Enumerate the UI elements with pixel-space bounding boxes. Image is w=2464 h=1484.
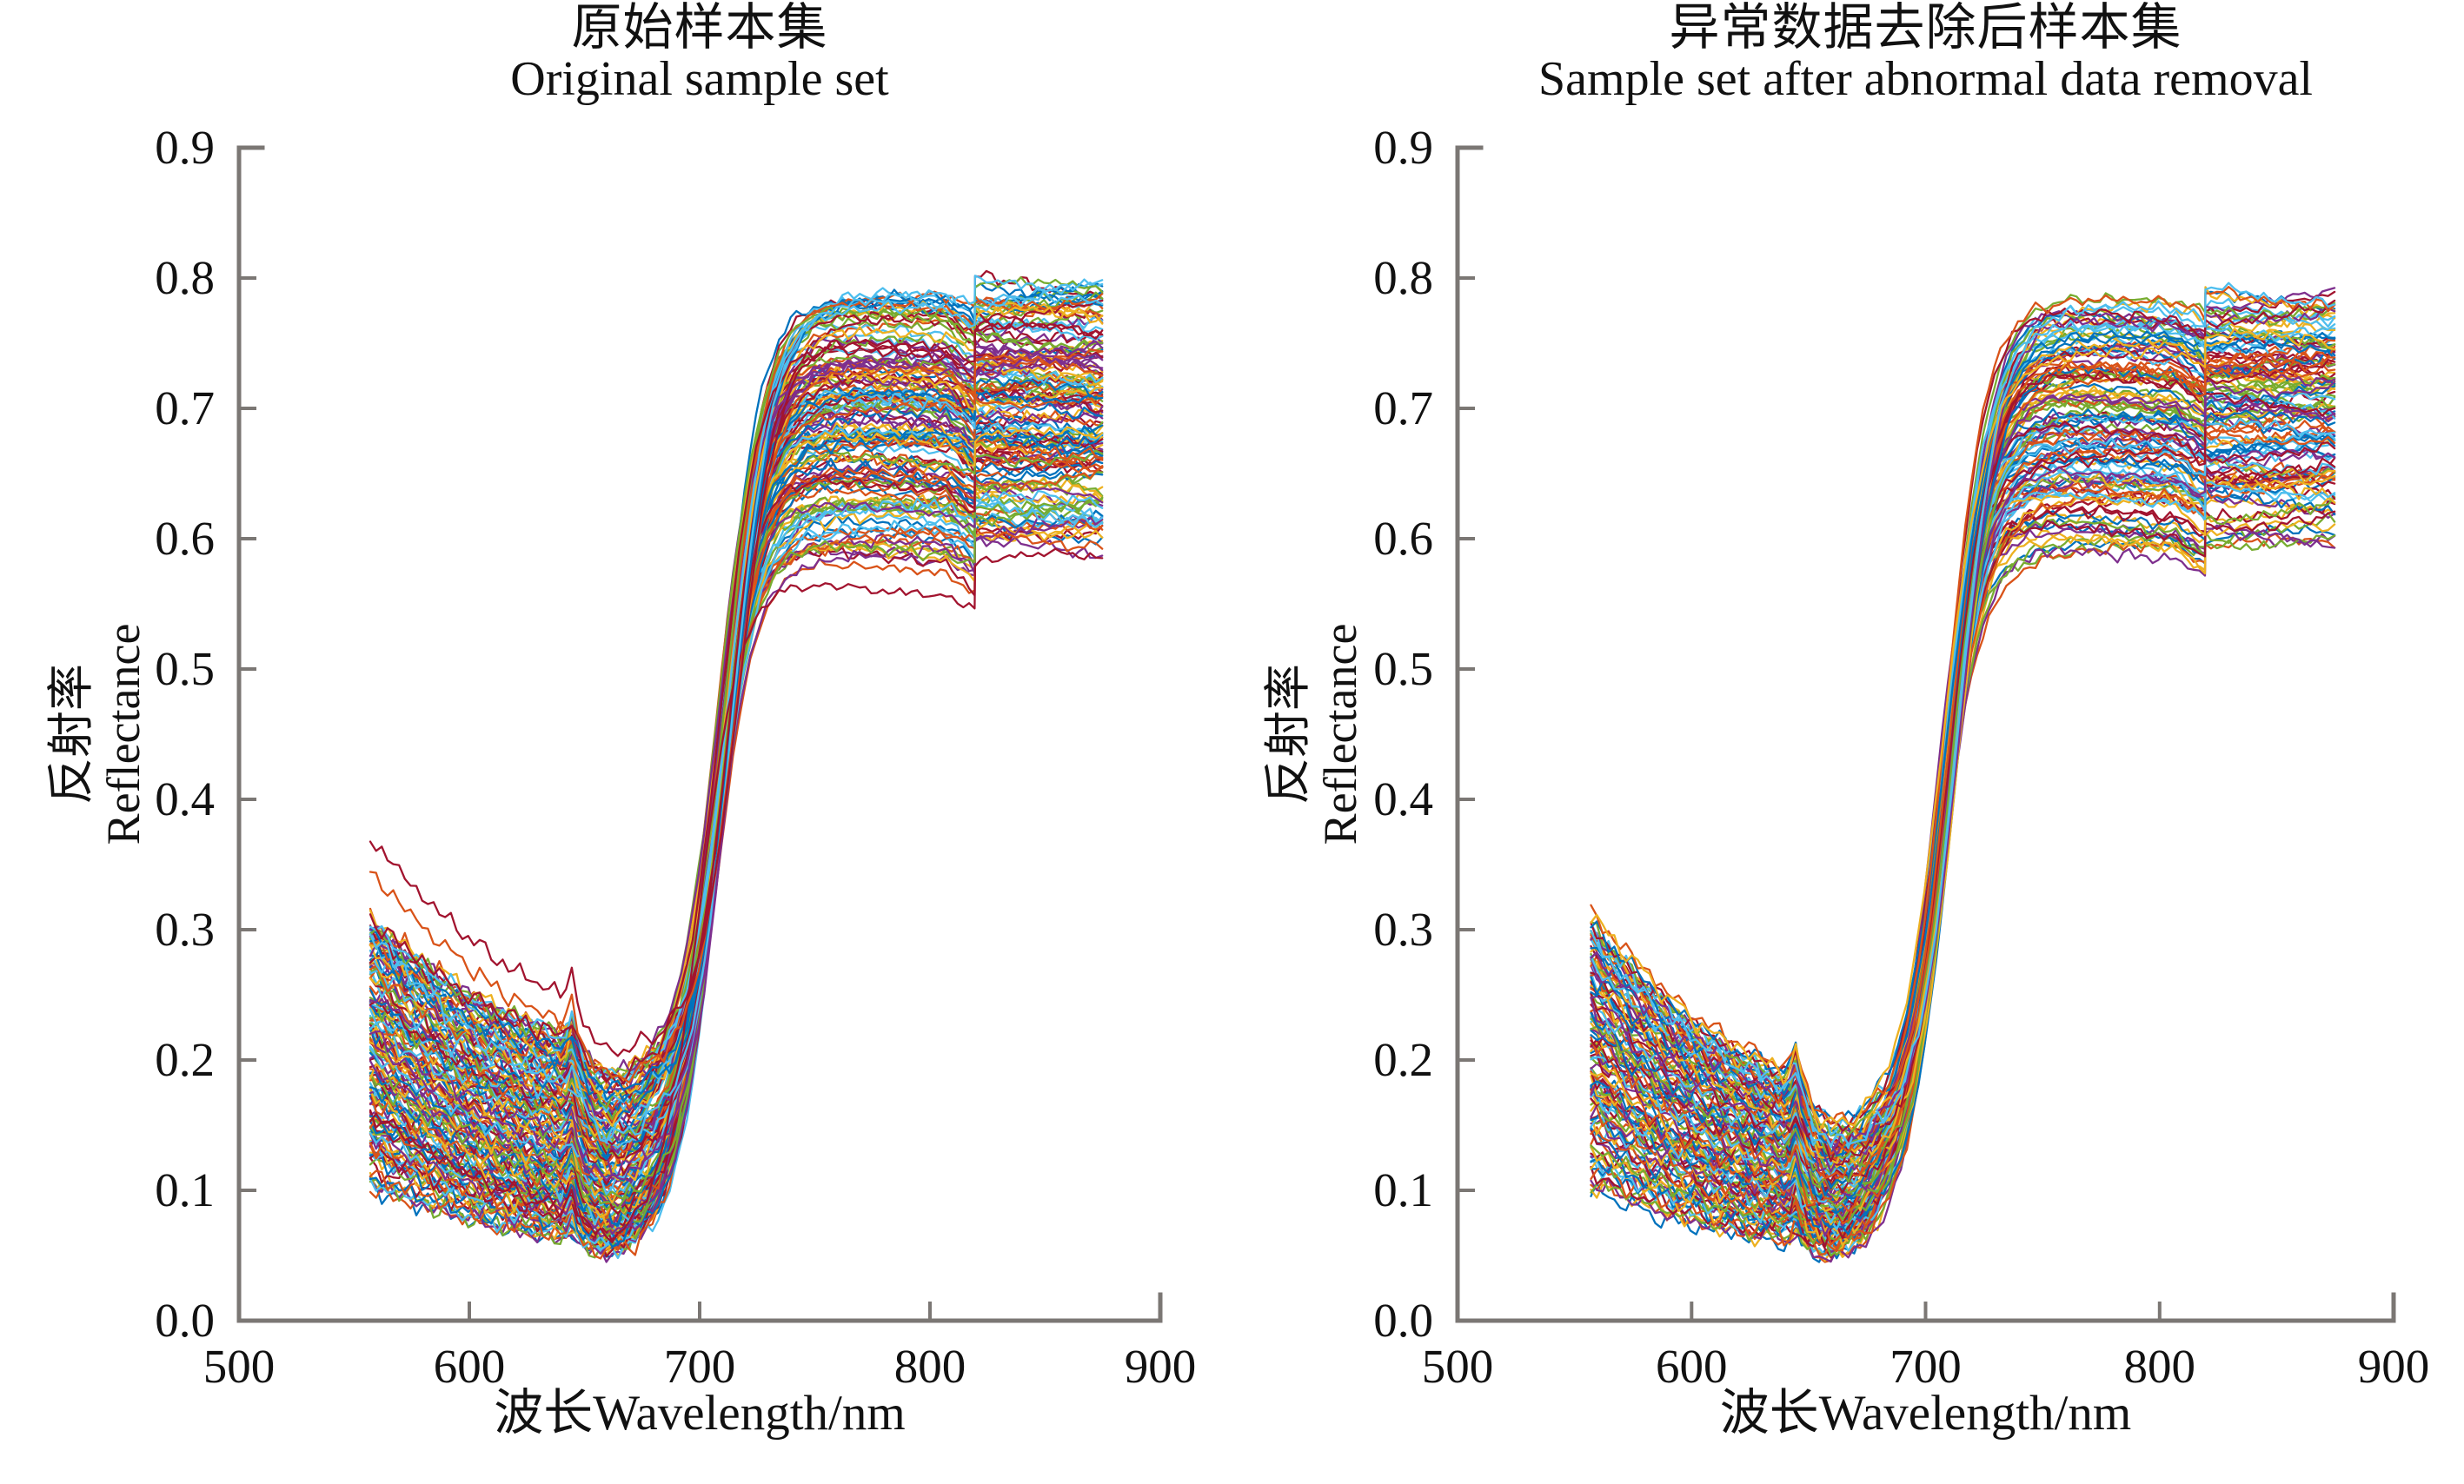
y-tick-label: 0.0 <box>155 1294 215 1347</box>
y-tick-label: 0.2 <box>155 1033 215 1086</box>
x-tick-label: 700 <box>663 1340 736 1393</box>
x-tick-label: 800 <box>893 1340 966 1393</box>
y-tick-label: 0.3 <box>155 903 215 956</box>
x-tick-label: 700 <box>1890 1340 1962 1393</box>
y-tick-label: 0.5 <box>155 642 215 695</box>
y-tick-label: 0.1 <box>155 1163 215 1216</box>
x-tick-label: 900 <box>1124 1340 1197 1393</box>
plot-area-filtered <box>1455 145 2396 1323</box>
y-tick-label: 0.4 <box>1373 772 1433 825</box>
y-axis-label: 反射率 Reflectance <box>37 534 158 934</box>
y-axis-label-english: Reflectance <box>97 623 149 845</box>
x-tick-label: 500 <box>1421 1340 1494 1393</box>
x-axis-label: 波长Wavelength/nm <box>1719 1386 2132 1441</box>
y-axis-label-chinese: 反射率 <box>1261 664 1314 805</box>
y-tick-label: 0.7 <box>155 381 215 434</box>
y-tick-label: 0.6 <box>155 512 215 565</box>
y-tick-label: 0.0 <box>1373 1294 1433 1347</box>
y-tick-label: 0.8 <box>155 251 215 304</box>
x-tick-label: 900 <box>2357 1340 2430 1393</box>
y-tick-label: 0.5 <box>1373 642 1433 695</box>
y-tick-label: 0.9 <box>1373 121 1433 174</box>
chart-title-english: Original sample set <box>510 52 889 106</box>
y-tick-label: 0.7 <box>1373 381 1433 434</box>
chart-title-english: Sample set after abnormal data removal <box>1538 52 2313 106</box>
y-tick-label: 0.4 <box>155 772 215 825</box>
x-tick-label: 600 <box>1656 1340 1728 1393</box>
y-tick-label: 0.8 <box>1373 251 1433 304</box>
x-tick-label: 600 <box>433 1340 506 1393</box>
x-tick-label: 500 <box>203 1340 276 1393</box>
y-axis-label-chinese: 反射率 <box>44 664 97 805</box>
x-axis-label: 波长Wavelength/nm <box>494 1386 906 1441</box>
y-axis-label: 反射率 Reflectance <box>1253 534 1375 934</box>
y-tick-label: 0.9 <box>155 121 215 174</box>
chart-title-chinese: 原始样本集 <box>571 0 828 56</box>
x-tick-label: 800 <box>2123 1340 2196 1393</box>
y-tick-label: 0.3 <box>1373 903 1433 956</box>
y-tick-label: 0.1 <box>1373 1163 1433 1216</box>
y-tick-label: 0.6 <box>1373 512 1433 565</box>
y-tick-label: 0.2 <box>1373 1033 1433 1086</box>
y-axis-label-english: Reflectance <box>1314 623 1366 845</box>
chart-title-chinese: 异常数据去除后样本集 <box>1669 0 2182 56</box>
plot-area-original <box>236 145 1163 1323</box>
